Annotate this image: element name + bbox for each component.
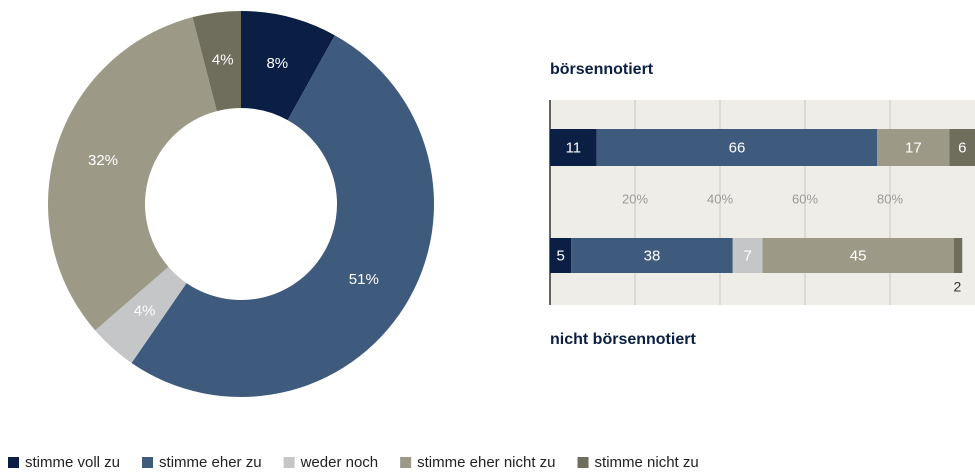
segment-label: 2 — [953, 279, 961, 295]
legend-text: weder noch — [300, 454, 379, 471]
row-title: börsennotiert — [550, 61, 654, 78]
segment-label: 45 — [850, 247, 867, 264]
legend-swatch — [577, 457, 589, 468]
legend-swatch — [142, 457, 154, 468]
x-tick-label: 60% — [792, 191, 818, 206]
bar-segment — [732, 238, 763, 273]
bar-segment — [550, 129, 597, 166]
slice-label: 4% — [134, 303, 156, 320]
legend-swatch — [400, 457, 412, 468]
segment-label: 66 — [729, 139, 746, 156]
x-tick-label: 80% — [877, 191, 903, 206]
segment-label: 17 — [905, 139, 922, 156]
segment-label: 11 — [566, 139, 582, 156]
bar-segment — [762, 238, 954, 273]
segment-label: 6 — [958, 139, 966, 156]
legend-text: stimme voll zu — [25, 454, 120, 471]
x-tick-label: 20% — [622, 191, 648, 206]
slice-label: 51% — [349, 271, 379, 288]
segment-label: 38 — [644, 247, 661, 264]
legend-swatch — [8, 457, 19, 468]
legend-text: stimme nicht zu — [595, 454, 699, 471]
x-tick-label: 40% — [707, 191, 733, 206]
segment-label: 7 — [743, 247, 751, 264]
legend-text: stimme eher nicht zu — [417, 454, 555, 471]
bar-segment — [596, 129, 878, 166]
bar-segment — [550, 238, 572, 273]
bar-segment — [571, 238, 733, 273]
donut-slice — [192, 11, 241, 112]
segment-label: 5 — [556, 247, 564, 264]
bar-segment — [953, 238, 963, 273]
bar-segment — [949, 129, 975, 166]
donut-slice — [131, 35, 435, 398]
donut-slice — [241, 11, 335, 121]
bar-segment — [877, 129, 950, 166]
slice-label: 32% — [88, 152, 118, 169]
slice-label: 4% — [212, 52, 234, 69]
slice-label: 8% — [266, 55, 288, 72]
legend-text: stimme eher zu — [159, 454, 262, 471]
row-title: nicht börsennotiert — [550, 331, 696, 348]
donut-slice — [47, 17, 217, 331]
donut-slice — [95, 266, 187, 363]
legend-swatch — [283, 457, 295, 468]
